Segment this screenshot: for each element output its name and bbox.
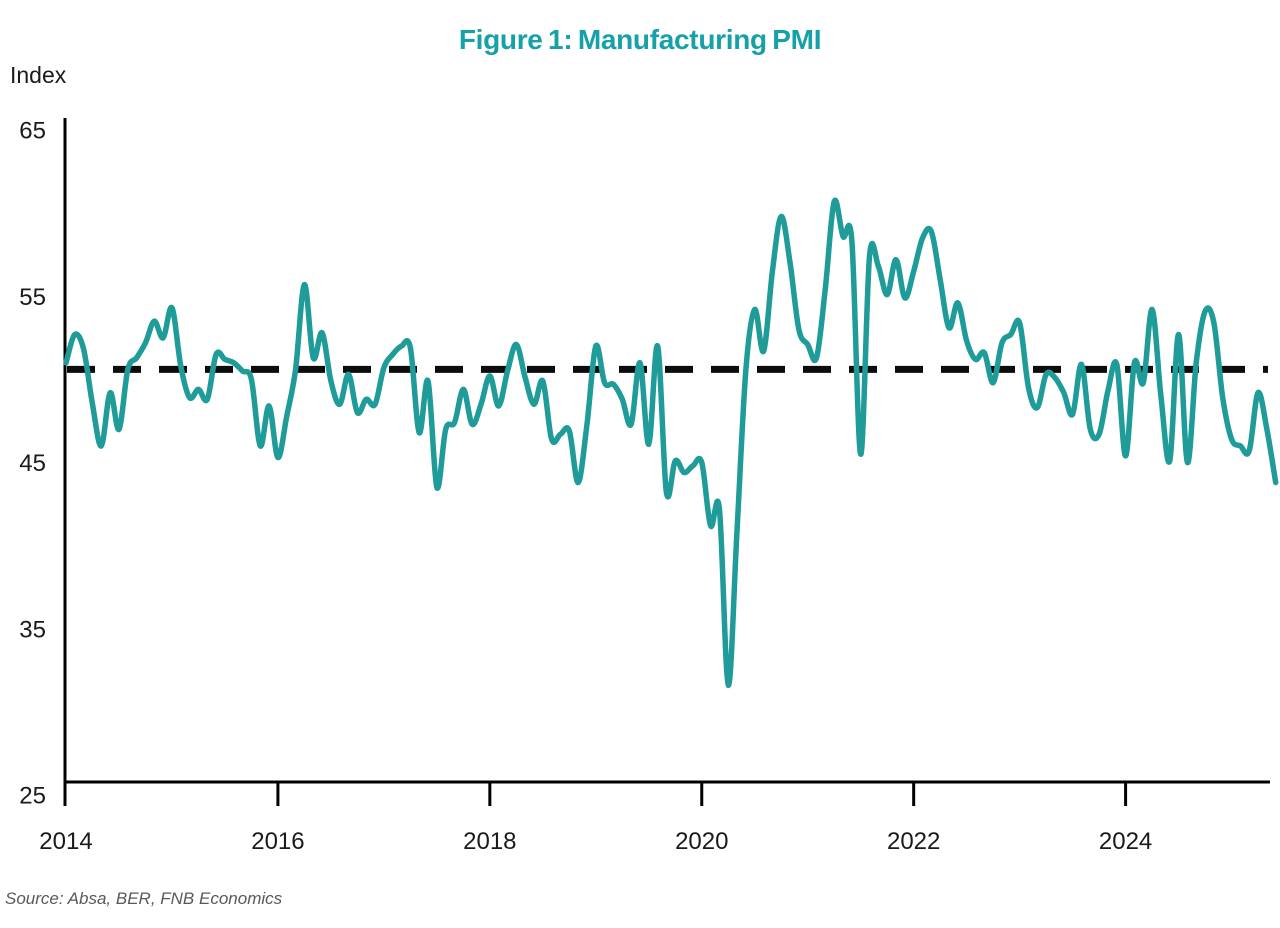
figure-title: Figure 1: Manufacturing PMI [458, 24, 822, 55]
x-tick-label: 2016 [251, 828, 304, 855]
y-tick-label: 65 [19, 118, 46, 145]
y-tick-label: 35 [19, 616, 46, 643]
y-tick-label: 55 [19, 284, 46, 311]
x-tick-label: 2018 [463, 828, 516, 855]
y-tick-label: 25 [19, 783, 46, 810]
source-note: Source: Absa, BER, FNB Economics [5, 889, 283, 908]
x-tick-label: 2024 [1099, 828, 1152, 855]
pmi-line [63, 197, 1279, 689]
x-tick-label: 2022 [887, 828, 940, 855]
chart-svg: 2014 2016 2018 2020 2022 2024 65 55 45 35 25 [19, 118, 1279, 855]
x-tick-label: 2014 [39, 828, 92, 855]
y-axis-title: Index [10, 62, 67, 88]
x-tick-label: 2020 [675, 828, 728, 855]
y-tick-label: 45 [19, 450, 46, 477]
